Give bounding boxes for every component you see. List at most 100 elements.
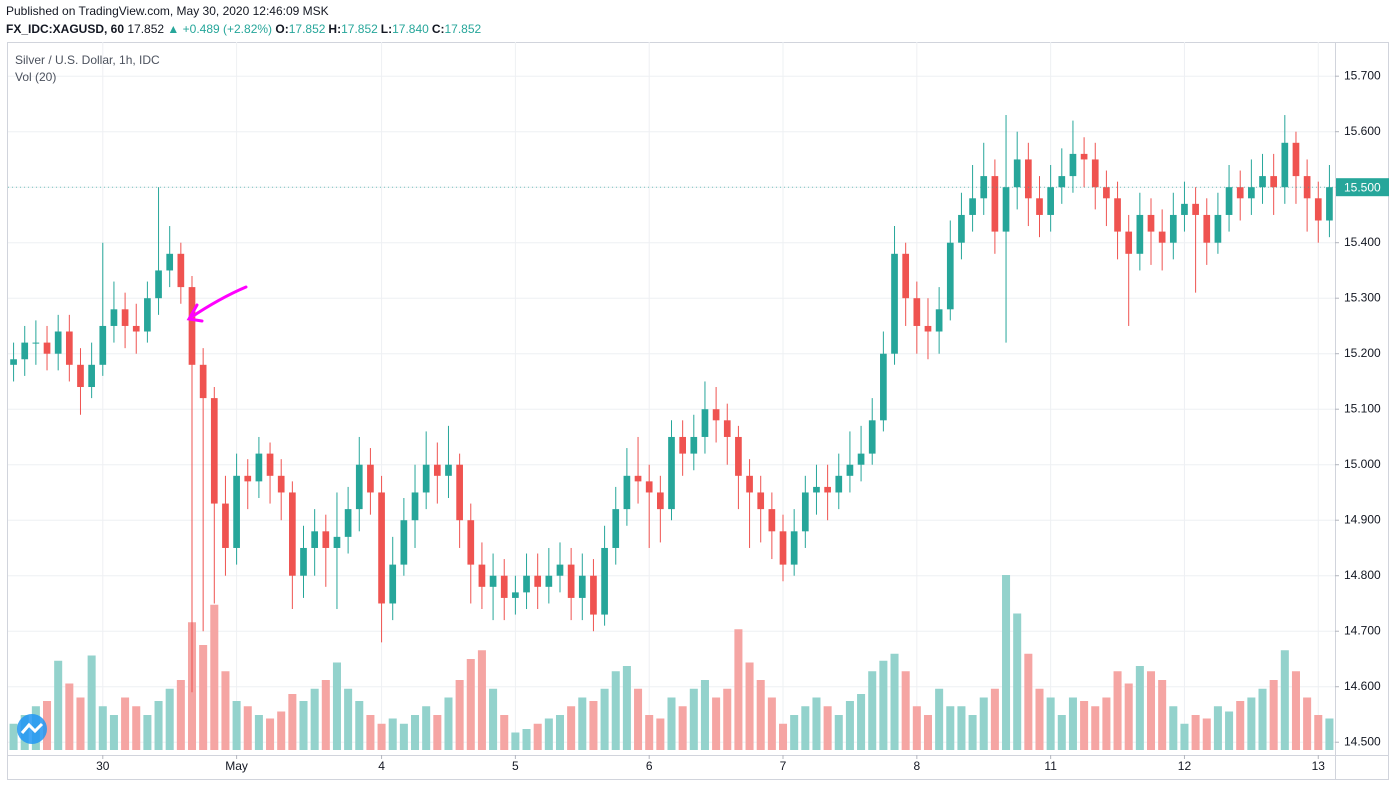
candle-body [1225, 187, 1233, 215]
ohlc-label: H: [328, 22, 342, 36]
volume-bar [277, 711, 286, 750]
candle-body [43, 342, 51, 354]
candle-body [433, 464, 441, 476]
candle-body [645, 481, 653, 493]
volume-bar [868, 671, 877, 750]
candle-body [790, 531, 798, 565]
ohlc-value: 17.852 [288, 22, 326, 36]
candle-body [367, 464, 374, 493]
volume-bar [176, 680, 185, 750]
volume-bar [689, 688, 698, 750]
volume-bar [723, 688, 732, 750]
candle-body [144, 298, 151, 332]
candle-body [880, 353, 887, 421]
chart-title: Silver / U.S. Dollar, 1h, IDC [15, 53, 160, 67]
volume-bar [656, 718, 665, 750]
candle-body [690, 436, 698, 454]
volume-bar [1303, 697, 1312, 750]
volume-bar [232, 701, 241, 750]
candle-body [322, 531, 330, 548]
volume-bar [288, 694, 297, 750]
y-tick-label: 14.800 [1344, 568, 1381, 582]
volume-bar [511, 732, 520, 750]
candle-body [1114, 198, 1121, 232]
last: 17.852 [127, 22, 165, 36]
volume-bar [533, 723, 542, 750]
ohlc-value: 17.840 [392, 22, 429, 36]
volume-bar [990, 688, 999, 750]
grid [8, 42, 1335, 750]
ohlc-label: C: [431, 22, 445, 36]
y-tick-label: 15.400 [1344, 235, 1381, 249]
candle-body [445, 464, 452, 476]
candle-body [935, 309, 943, 332]
volume-bar [522, 729, 531, 750]
candle-body [723, 420, 731, 437]
volume-bar [76, 697, 85, 750]
candle-body [578, 575, 586, 598]
x-tick-label: 11 [1044, 759, 1057, 773]
candle-body [612, 509, 620, 548]
volume-bar [578, 697, 587, 750]
candle-body [1270, 176, 1278, 188]
volume-bar [1091, 706, 1100, 750]
volume-bar [544, 718, 553, 750]
volume-bar [132, 706, 141, 750]
change: ▲ +0.489 (+2.82%) [167, 22, 273, 36]
candle-body [277, 475, 285, 493]
candle-body [199, 364, 207, 399]
candle-body [54, 331, 62, 354]
candle-body [244, 475, 252, 482]
volume-bar [121, 697, 130, 750]
candle-body [868, 420, 876, 454]
x-tick-label: 4 [378, 759, 385, 773]
candle-body [233, 475, 240, 548]
volume-bar [210, 604, 219, 750]
last-price-label: 15.500 [1344, 180, 1381, 194]
x-tick-label: May [225, 759, 248, 773]
y-tick-label: 14.700 [1344, 623, 1381, 637]
volume-bar [890, 653, 899, 750]
candle-body [757, 492, 765, 510]
candle-body [746, 475, 753, 493]
candle-body [634, 475, 642, 482]
volume-bar [1124, 683, 1133, 750]
candle-body [969, 198, 976, 215]
volume-bar [422, 706, 431, 750]
frame [7, 42, 1389, 780]
candle-body [1091, 159, 1099, 188]
candle-body [779, 531, 787, 565]
candle-body [668, 436, 675, 510]
x-tick-label: 7 [780, 759, 787, 773]
ohlc-value: 17.852 [444, 22, 482, 36]
candle-body [902, 253, 910, 299]
x-tick-label: 6 [646, 759, 653, 773]
volume-bar [823, 706, 832, 750]
volume-bar [634, 688, 643, 750]
volume-bar [790, 715, 799, 750]
volume-bar [109, 715, 118, 750]
volume-bar [266, 718, 275, 750]
candle-body [1158, 231, 1166, 243]
volume-bar [411, 715, 420, 750]
volume-bar [555, 715, 565, 750]
candle-body [590, 575, 597, 615]
candle-body [378, 492, 385, 604]
candle-body [679, 436, 686, 454]
y-tick-label: 15.600 [1344, 124, 1381, 138]
volume-bar [154, 701, 163, 750]
candle-body [1292, 142, 1300, 177]
candle-body [1103, 187, 1110, 199]
volume-bar [567, 706, 576, 750]
candle-body [1058, 176, 1066, 188]
arrow-shaft [188, 285, 248, 320]
volume-bar [1191, 715, 1200, 750]
candle-body [478, 564, 486, 587]
candle-body [913, 298, 921, 326]
candle-body [1181, 203, 1188, 215]
volume-bar [1269, 680, 1278, 750]
volume-bar [1291, 671, 1300, 750]
arrow-head [186, 303, 204, 323]
